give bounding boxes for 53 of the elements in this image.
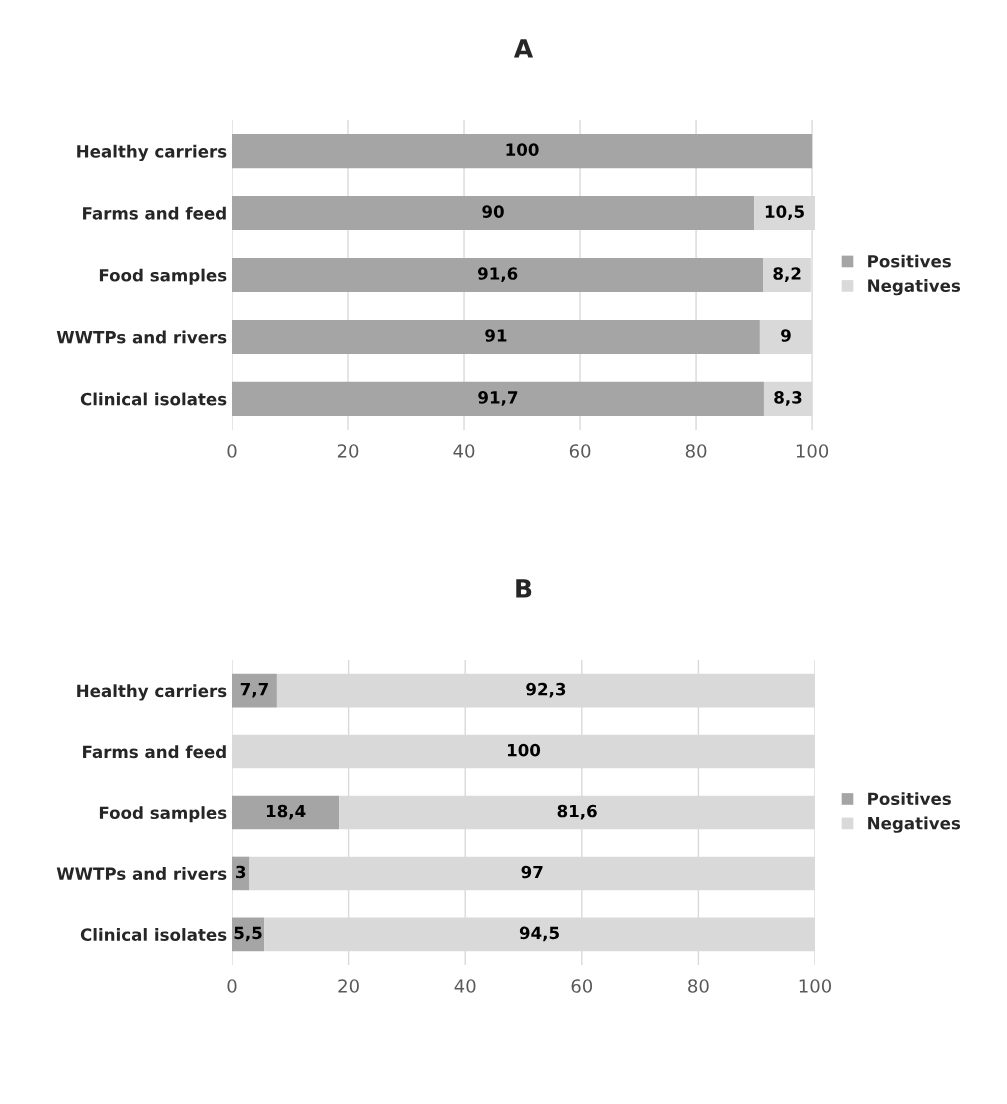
y-tick-label: Clinical isolates — [80, 392, 227, 406]
legend-label: Negatives — [868, 816, 961, 833]
data-label: 100 — [506, 143, 539, 156]
legend-label: Positives — [868, 254, 951, 268]
x-tick-label: 80 — [688, 979, 709, 993]
x-tick-label: 20 — [338, 979, 359, 993]
data-label: 9 — [781, 329, 791, 342]
y-tick-label: Food samples — [99, 806, 227, 823]
y-tick-label: WWTPs and rivers — [56, 330, 227, 344]
bar — [232, 319, 760, 354]
x-tick-label: 80 — [685, 444, 707, 458]
data-label: 94,5 — [519, 926, 559, 942]
bar — [232, 257, 764, 293]
data-label: 92,3 — [526, 682, 566, 698]
x-tick-label: 40 — [453, 444, 475, 458]
data-label: 18,4 — [266, 804, 306, 820]
x-tick-label: 60 — [571, 979, 593, 993]
x-tick-label: 0 — [227, 444, 237, 458]
data-label: 8,2 — [773, 267, 801, 282]
data-label: 91,6 — [477, 267, 518, 282]
y-tick-label: Food samples — [99, 268, 227, 285]
data-label: 7,7 — [240, 683, 268, 698]
y-tick-label: Farms and feed — [83, 206, 226, 220]
data-label: 3 — [236, 865, 246, 879]
x-tick-label: 60 — [569, 444, 591, 458]
y-tick-label: Clinical isolates — [80, 928, 227, 941]
legend-label: Negatives — [868, 279, 961, 296]
data-label: 97 — [521, 865, 543, 879]
bar — [232, 134, 813, 169]
x-tick-label: 40 — [454, 979, 476, 993]
y-tick-label: Farms and feed — [83, 745, 226, 759]
y-tick-label: Healthy carriers — [77, 684, 227, 701]
data-label: 8,3 — [774, 391, 802, 406]
chart-title: B — [516, 579, 532, 598]
bar — [232, 795, 340, 830]
data-label: 91,7 — [478, 391, 518, 406]
data-label: 5,5 — [234, 926, 262, 942]
y-tick-label: WWTPs and rivers — [56, 867, 227, 881]
x-tick-label: 0 — [227, 979, 237, 993]
y-tick-label: Healthy carriers — [77, 144, 227, 162]
x-tick-label: 20 — [337, 444, 359, 458]
data-label: 81,6 — [557, 804, 597, 820]
bar — [232, 673, 277, 708]
bar — [232, 381, 764, 416]
chart-title: A — [513, 39, 534, 58]
bar — [232, 196, 755, 231]
legend-label: Positives — [868, 792, 951, 806]
x-tick-label: 100 — [799, 979, 832, 993]
data-label: 91 — [485, 329, 507, 342]
x-tick-label: 100 — [796, 444, 829, 458]
data-label: 100 — [507, 743, 541, 757]
data-label: 90 — [482, 205, 504, 218]
data-label: 10,5 — [765, 205, 804, 221]
